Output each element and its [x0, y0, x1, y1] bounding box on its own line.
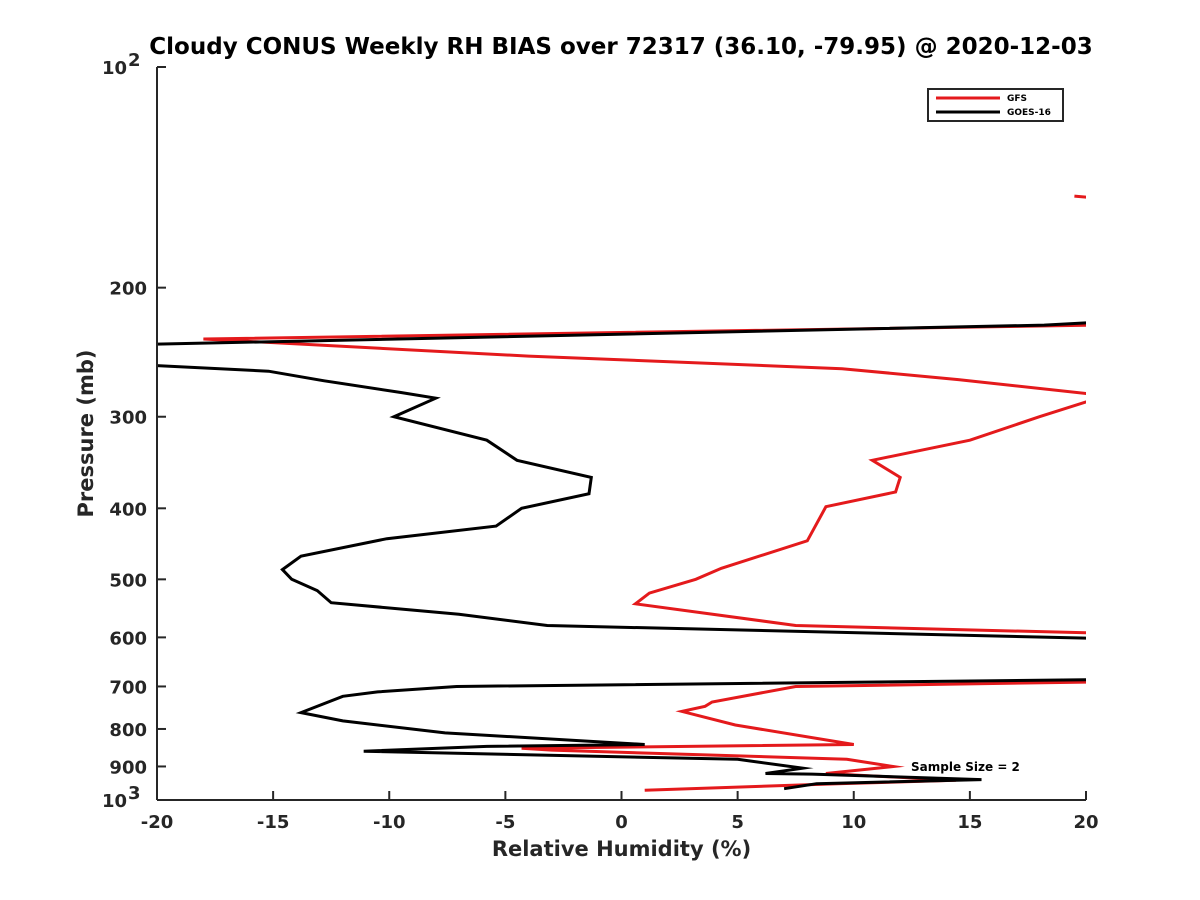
x-tick-label: 5 — [731, 812, 744, 833]
plot-series — [157, 194, 1086, 792]
legend-label-gfs: GFS — [1007, 94, 1027, 104]
y-tick-label-exponent: 2 — [128, 50, 141, 71]
x-tick-label: -10 — [373, 812, 406, 833]
x-tick-label: 0 — [615, 812, 628, 833]
series-line-goes-16-1 — [157, 364, 1086, 640]
series-line-gfs-0 — [1074, 194, 1086, 199]
chart-title: Cloudy CONUS Weekly RH BIAS over 72317 (… — [149, 34, 1092, 60]
y-tick-label: 800 — [109, 720, 147, 741]
y-tick-label-power: 10 — [102, 791, 127, 812]
series-line-goes-16-0 — [157, 321, 1086, 346]
y-tick-label: 500 — [109, 570, 147, 591]
axes: -20 -15 -10 -5 0 5 10 15 20 200 300 400 500 600 700 800… — [102, 50, 1099, 833]
x-tick-label: -15 — [257, 812, 290, 833]
x-tick-label: -5 — [495, 812, 515, 833]
series-goes-16 — [157, 321, 1086, 791]
series-line-gfs-1 — [203, 323, 1086, 635]
legend: GFS GOES-16 — [927, 88, 1064, 122]
y-tick-label: 200 — [109, 279, 147, 300]
y-tick-label: 700 — [109, 677, 147, 698]
x-tick-label: 10 — [841, 812, 866, 833]
y-tick-label: 600 — [109, 628, 147, 649]
x-tick-label: 15 — [957, 812, 982, 833]
sample-size-annotation: Sample Size = 2 — [911, 760, 1020, 774]
y-tick-label-power: 10 — [102, 58, 127, 79]
y-tick-label: 300 — [109, 408, 147, 429]
x-tick-label: -20 — [141, 812, 174, 833]
x-axis-label: Relative Humidity (%) — [492, 837, 751, 861]
y-tick-label-exponent: 3 — [128, 783, 141, 804]
legend-box — [927, 88, 1064, 122]
series-line-goes-16-2 — [295, 678, 1086, 791]
y-axis-label: Pressure (mb) — [74, 350, 98, 518]
y-tick-label: 900 — [109, 757, 147, 778]
x-tick-label: 20 — [1073, 812, 1098, 833]
y-tick-label: 400 — [109, 499, 147, 520]
legend-label-goes-16: GOES-16 — [1007, 108, 1051, 118]
